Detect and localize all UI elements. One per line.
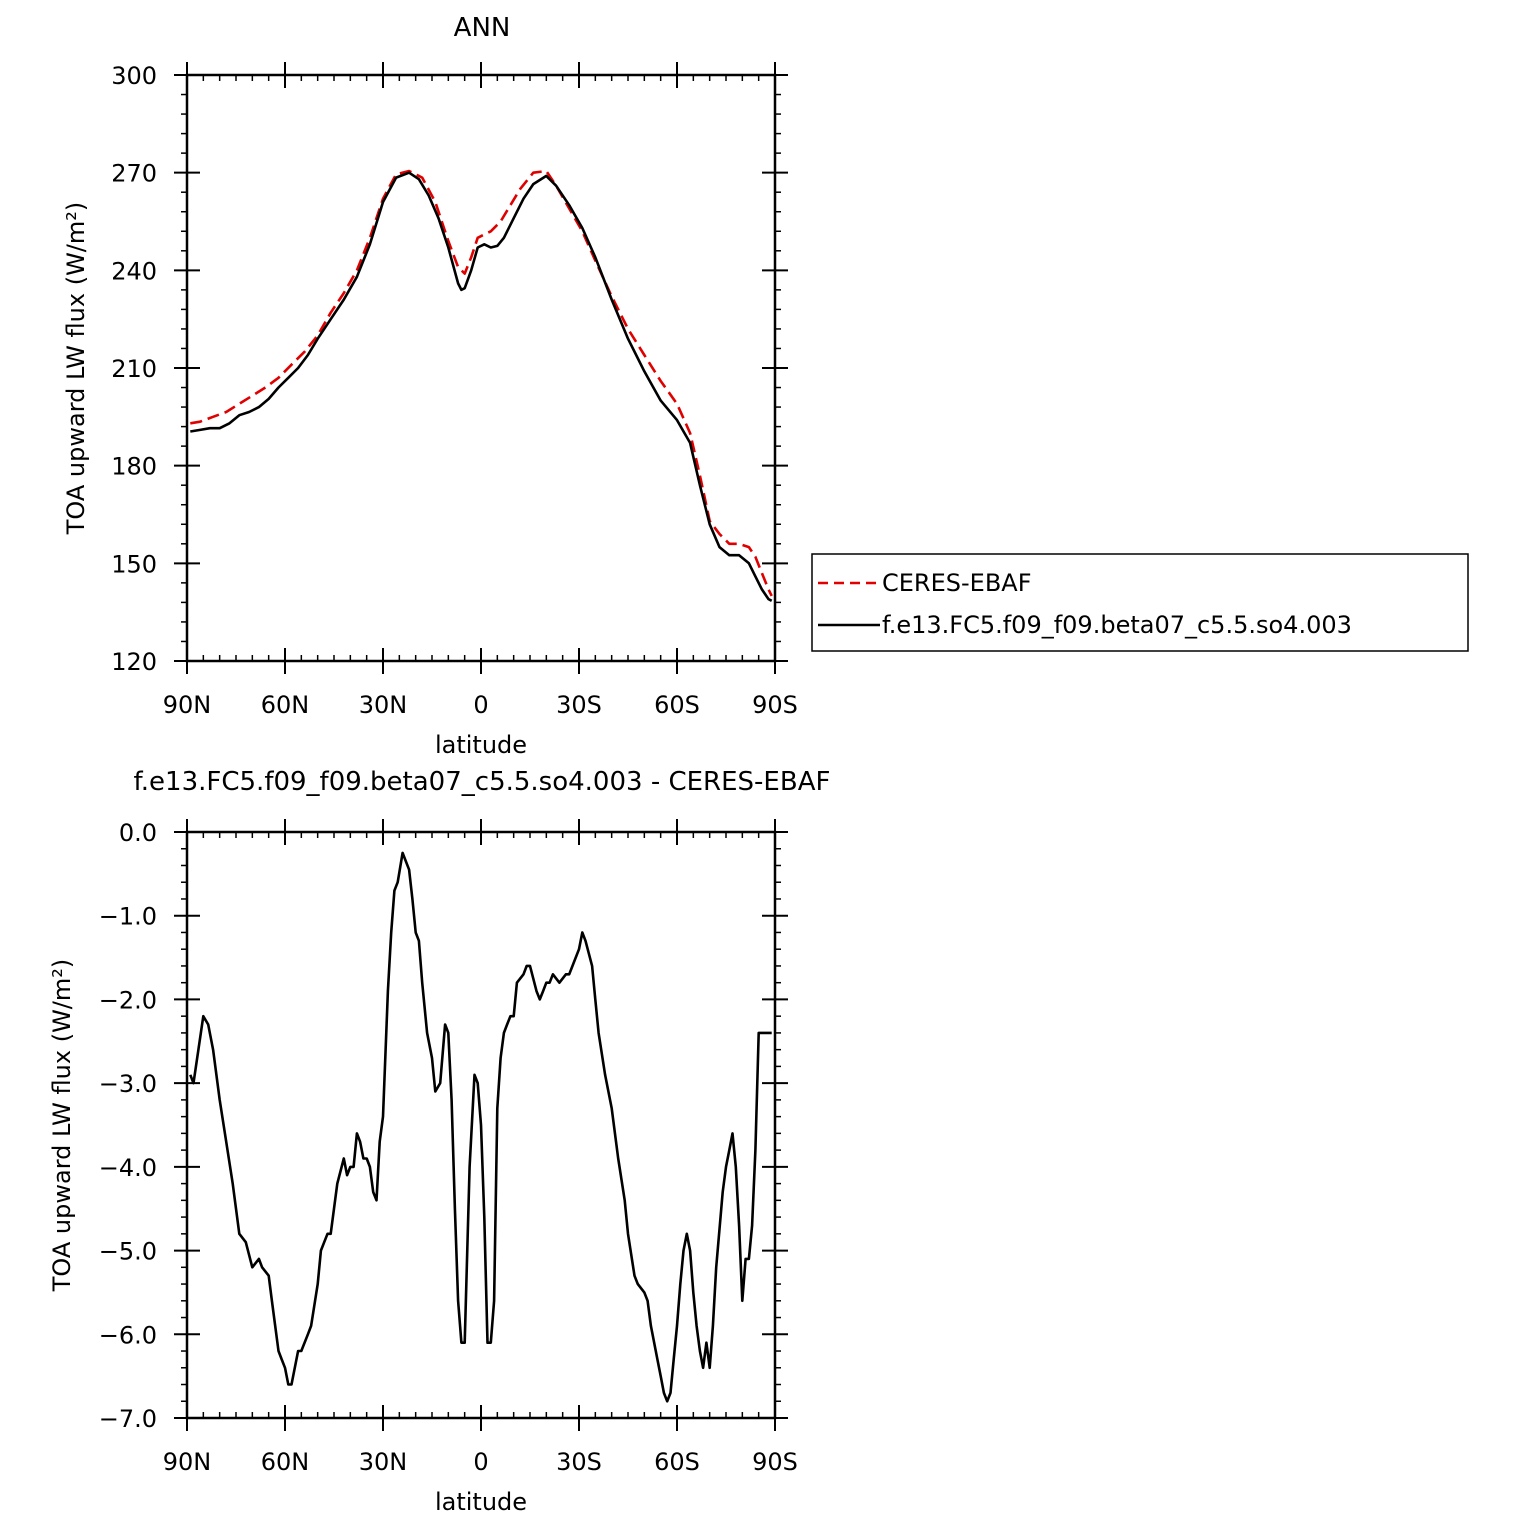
x-tick-label: 90N [163,1448,212,1476]
x-tick-label: 30N [359,1448,408,1476]
y-tick-label: 120 [111,648,157,676]
y-tick-label: 150 [111,550,157,578]
y-tick-label: 0.0 [119,819,157,847]
x-tick-label: 60N [261,1448,310,1476]
plot-frame-1 [185,73,777,663]
y-tick-label: −5.0 [99,1238,157,1266]
y-tick-label: −6.0 [99,1321,157,1349]
chart-title-1: ANN [454,13,511,43]
x-axis-label: latitude [435,731,527,759]
y-tick-label: −7.0 [99,1405,157,1433]
x-tick-label: 30S [556,1448,602,1476]
legend: CERES-EBAF f.e13.FC5.f09_f09.beta07_c5.5… [811,553,1469,652]
legend-box [811,553,1469,652]
x-tick-label: 90N [163,691,212,719]
series-line-1-1 [190,169,773,597]
top-plot: ANN 120 150 180 210 240 270 300 90N 60N 30N 0 30S 60S… [62,13,798,759]
legend-label-model: f.e13.FC5.f09_f09.beta07_c5.5.so4.003 [882,611,1352,639]
x-tick-label: 60S [654,691,700,719]
y-tick-label: 240 [111,257,157,285]
x-tick-label: 30S [556,691,602,719]
y-tick-label: −1.0 [99,903,157,931]
x-tick-label: 60N [261,691,310,719]
y-axis-label: TOA upward LW flux (W/m²) [48,959,76,1293]
legend-label-ceres: CERES-EBAF [882,569,1032,597]
y-tick-label: −4.0 [99,1154,157,1182]
y-tick-label: 270 [111,160,157,188]
series-line-1-2 [190,171,773,602]
chart-title-2: f.e13.FC5.f09_f09.beta07_c5.5.so4.003 - … [134,767,831,797]
y-axis-label: TOA upward LW flux (W/m²) [62,202,90,536]
x-tick-label: 90S [752,691,798,719]
series-line-2-1 [189,851,772,1403]
x-tick-label: 60S [654,1448,700,1476]
x-axis-label: latitude [435,1488,527,1516]
y-tick-label: −2.0 [99,986,157,1014]
x-tick-label: 0 [473,1448,488,1476]
x-tick-label: 90S [752,1448,798,1476]
x-tick-label: 30N [359,691,408,719]
y-tick-label: 300 [111,62,157,90]
y-tick-label: −3.0 [99,1070,157,1098]
x-tick-label: 0 [473,691,488,719]
y-tick-label: 210 [111,355,157,383]
y-tick-label: 180 [111,453,157,481]
bottom-plot: f.e13.FC5.f09_f09.beta07_c5.5.so4.003 - … [48,767,830,1516]
